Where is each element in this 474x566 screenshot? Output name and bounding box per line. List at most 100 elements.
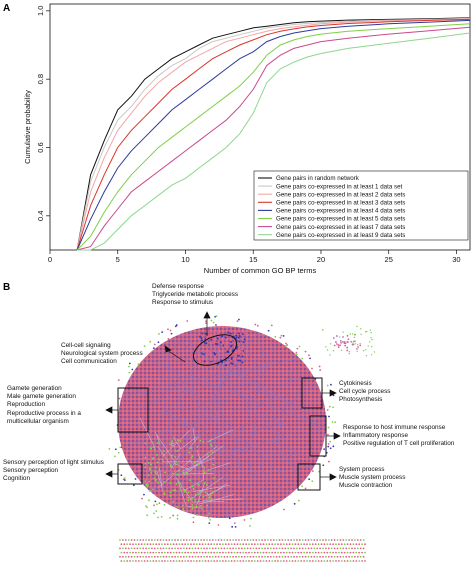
network-node — [180, 489, 182, 492]
x-tick-label: 25 — [385, 255, 393, 264]
isolated-node — [122, 555, 124, 558]
network-edge — [182, 333, 313, 470]
network-node — [227, 360, 230, 363]
network-node — [158, 441, 161, 444]
top-cluster-circle — [192, 334, 238, 366]
network-node — [360, 333, 362, 336]
network-node — [166, 462, 169, 465]
network-node — [230, 344, 233, 347]
network-node — [238, 335, 241, 338]
isolated-node — [190, 543, 192, 546]
isolated-node — [143, 543, 146, 546]
network-node — [353, 336, 355, 338]
network-edge — [188, 436, 199, 450]
network-node — [371, 338, 373, 341]
network-node — [213, 356, 216, 359]
network-node — [348, 351, 350, 353]
network-node — [206, 483, 208, 486]
network-node — [326, 384, 329, 387]
network-node — [229, 332, 232, 335]
isolated-node — [253, 560, 256, 562]
network-node — [369, 341, 371, 343]
network-node — [114, 448, 117, 451]
network-node — [335, 341, 337, 343]
isolated-node — [327, 539, 330, 541]
isolated-node — [271, 543, 274, 546]
isolated-node — [197, 547, 200, 550]
network-node — [233, 522, 236, 525]
network-node — [179, 482, 182, 485]
annotation-top: Defense response Triglyceride metabolic … — [152, 283, 238, 308]
network-node — [318, 365, 321, 368]
isolated-node — [194, 547, 197, 550]
isolated-node — [267, 555, 269, 558]
isolated-node — [269, 539, 272, 541]
network-node — [304, 487, 307, 490]
network-edge — [131, 349, 290, 470]
isolated-node — [256, 551, 259, 554]
isolated-node — [309, 543, 311, 546]
isolated-node — [246, 547, 249, 550]
isolated-node — [226, 555, 229, 558]
network-node — [348, 352, 350, 355]
isolated-node — [323, 543, 326, 546]
isolated-node — [262, 543, 265, 546]
network-edge — [170, 342, 281, 506]
network-node — [365, 349, 367, 351]
network-node — [192, 488, 195, 490]
isolated-node — [143, 551, 146, 554]
network-edge — [147, 465, 315, 490]
isolated-node — [232, 539, 235, 541]
network-node — [132, 484, 135, 487]
network-node — [206, 335, 209, 338]
annotation-line: Triglyceride metabolic process — [152, 291, 239, 299]
network-node — [221, 339, 224, 342]
isolated-node — [191, 555, 194, 558]
isolated-node — [345, 547, 348, 550]
isolated-node — [309, 560, 311, 562]
isolated-node — [168, 555, 171, 558]
network-node — [161, 331, 164, 334]
isolated-node — [259, 560, 262, 562]
isolated-node — [291, 543, 294, 546]
isolated-node — [201, 560, 204, 562]
isolated-node — [290, 539, 292, 541]
isolated-node — [201, 551, 204, 554]
annotation-line: Cell communication — [61, 358, 117, 366]
isolated-node — [194, 555, 197, 558]
isolated-node — [261, 555, 263, 558]
network-edge — [258, 331, 290, 496]
network-node — [172, 489, 175, 492]
network-node — [174, 449, 177, 452]
isolated-node — [135, 560, 137, 562]
isolated-node — [207, 551, 210, 554]
network-edge — [192, 428, 196, 442]
isolated-node — [245, 560, 248, 562]
network-node — [370, 354, 373, 356]
network-node — [334, 421, 337, 424]
isolated-node — [262, 551, 265, 554]
network-edge — [166, 340, 321, 454]
network-edge — [156, 470, 163, 488]
isolated-node — [136, 547, 139, 550]
isolated-node — [146, 560, 149, 562]
network-node — [195, 505, 198, 508]
network-node — [210, 319, 213, 322]
isolated-node — [243, 539, 246, 541]
isolated-node — [342, 539, 345, 541]
network-node — [223, 357, 226, 360]
network-node — [218, 331, 221, 334]
network-node — [332, 445, 335, 448]
network-node — [366, 330, 368, 333]
isolated-node — [140, 543, 143, 546]
isolated-node — [198, 543, 201, 546]
isolated-node — [300, 551, 303, 554]
isolated-node — [133, 555, 136, 558]
isolated-node — [264, 539, 266, 541]
isolated-node — [217, 555, 220, 558]
network-node — [208, 335, 211, 338]
isolated-node — [230, 560, 233, 562]
network-node — [178, 470, 181, 472]
isolated-node — [293, 555, 295, 558]
network-node — [152, 456, 155, 459]
